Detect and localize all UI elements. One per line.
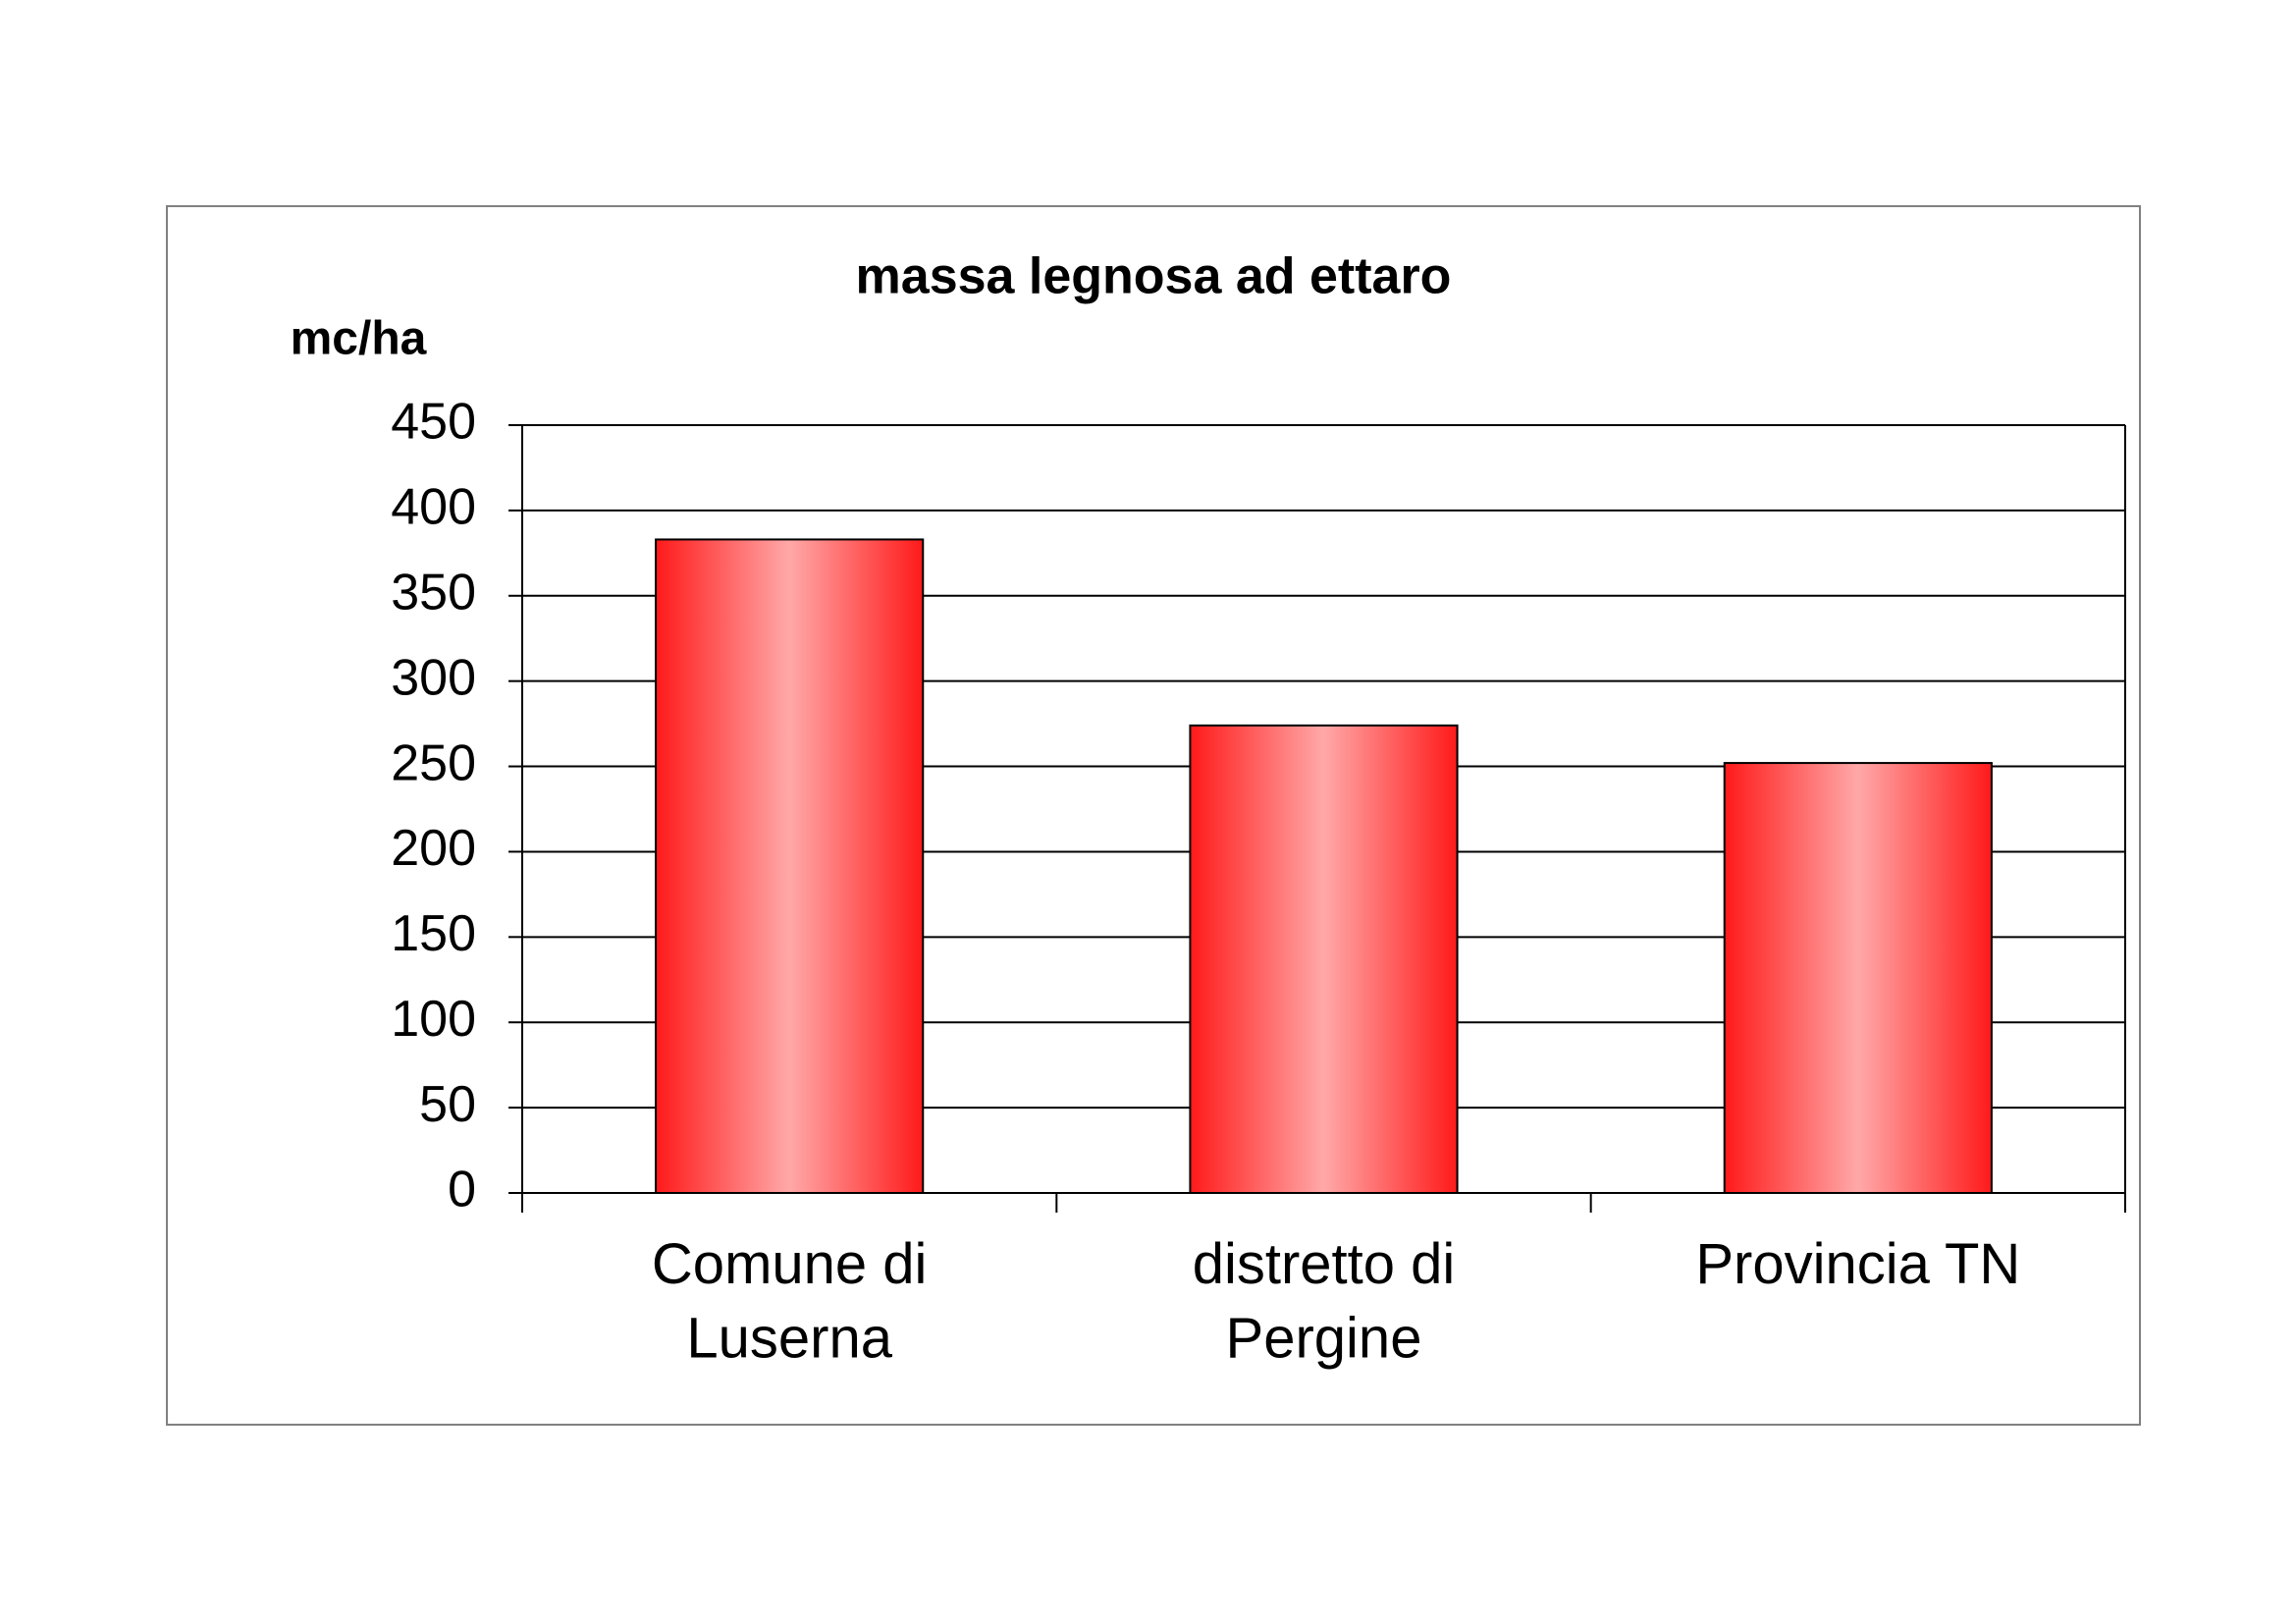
bar [1189, 724, 1459, 1194]
x-tick-label: Comune di Luserna [652, 1232, 927, 1370]
y-tick-label: 50 [419, 1076, 476, 1133]
y-tick-label: 250 [391, 734, 476, 791]
bar [1723, 762, 1993, 1195]
x-tick-label: Provincia TN [1695, 1232, 2020, 1296]
y-tick-label: 400 [391, 479, 476, 536]
x-tick-label: distretto di Pergine [1193, 1232, 1456, 1370]
y-tick-label: 0 [448, 1162, 476, 1218]
y-tick-label: 200 [391, 820, 476, 877]
y-tick-label: 100 [391, 991, 476, 1048]
axes: 0 50 100 150 200 250 300 350 400 450 Comune di Luse… [391, 394, 2126, 1370]
y-axis-label: mc/ha [291, 313, 427, 365]
bar [655, 538, 925, 1194]
y-tick-label: 150 [391, 905, 476, 962]
y-tick-label: 300 [391, 649, 476, 706]
y-tick-label: 450 [391, 394, 476, 451]
y-tick-label: 350 [391, 565, 476, 622]
chart-title: massa legnosa ad ettaro [856, 248, 1452, 305]
